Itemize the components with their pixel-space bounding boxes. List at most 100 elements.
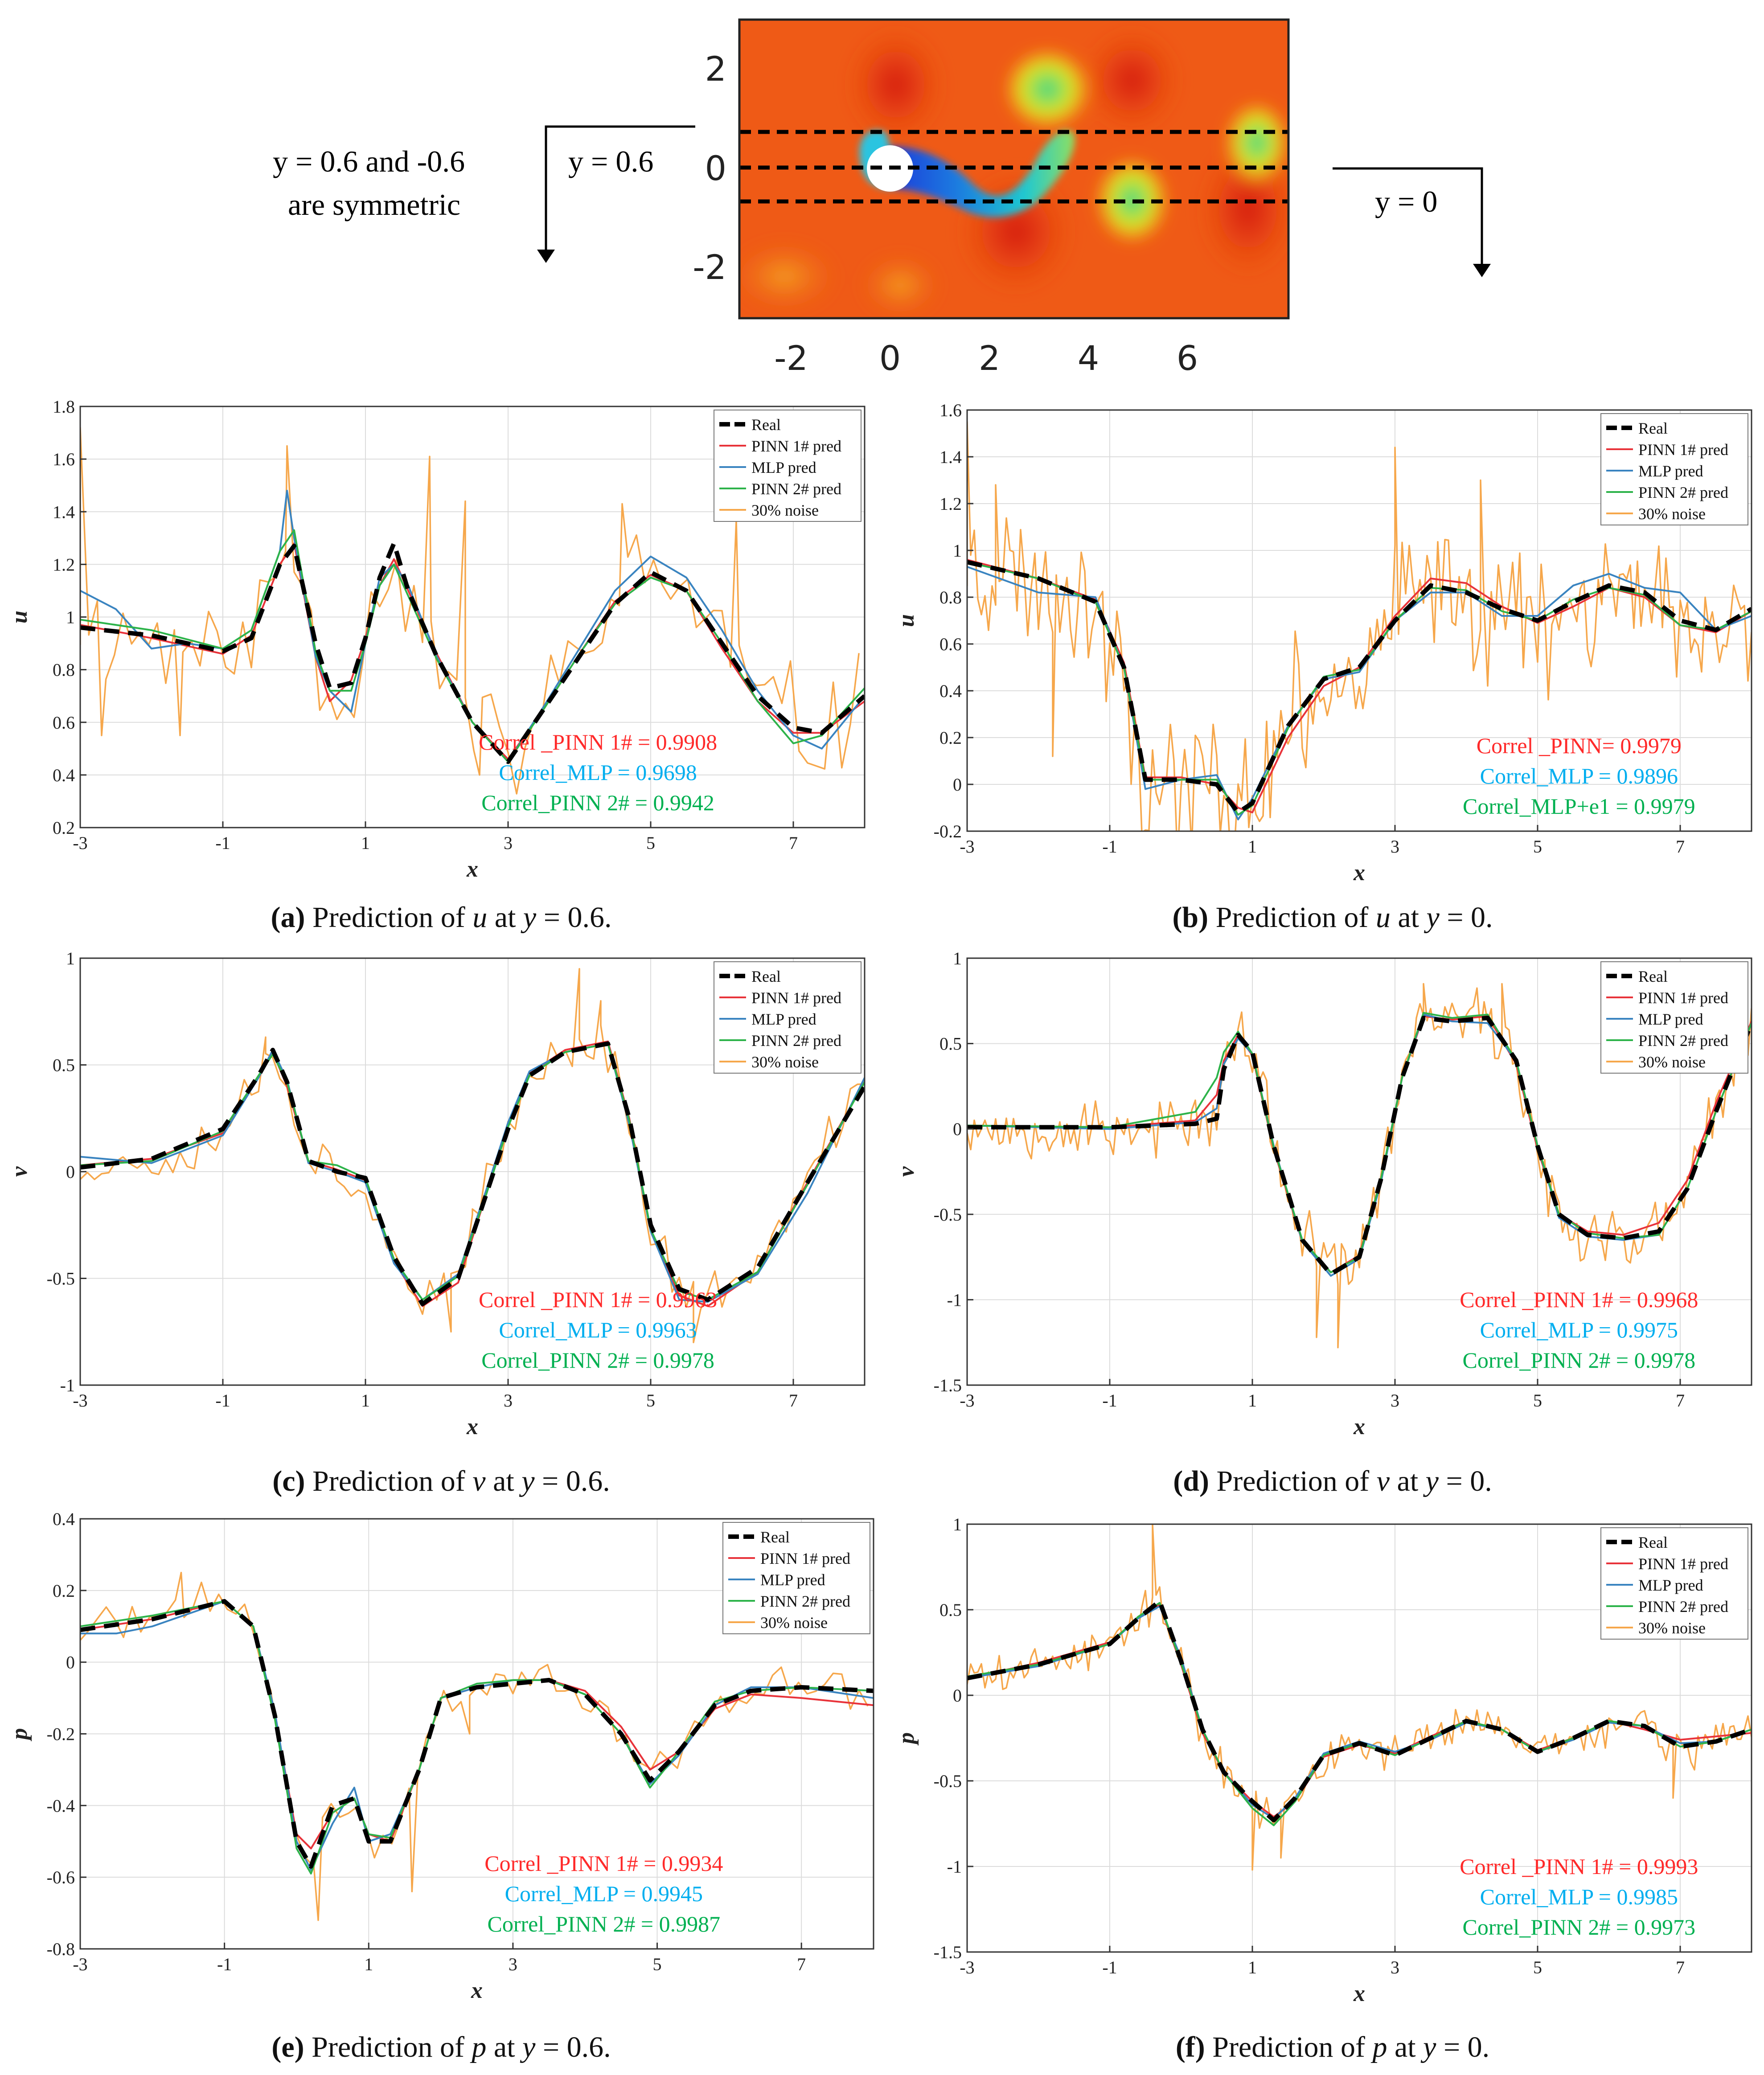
right-arrow-label: y = 0 (1375, 185, 1437, 218)
legend-label: PINN 1# pred (1638, 441, 1728, 459)
field-frame (738, 18, 1290, 320)
x-tick-label: -1 (215, 1390, 230, 1411)
x-tick-label: -1 (1102, 1957, 1117, 1977)
panel-caption: (e) Prediction of p at y = 0.6. (271, 2031, 611, 2063)
y-tick-label: -1.5 (934, 1375, 962, 1395)
symmetry-note-line2: are symmetric (288, 188, 460, 221)
y-tick-label: -0.2 (934, 821, 962, 841)
real-series-line (967, 1599, 1752, 1823)
correlation-annotation: Correl_PINN 2# = 0.9942 (481, 790, 714, 815)
y-tick-label: 0.8 (939, 587, 962, 607)
field-y-ticks: 2 0 -2 (693, 49, 726, 287)
y-tick-label: 0.4 (53, 1509, 75, 1529)
y-tick-label: 0 (66, 1162, 75, 1182)
y-tick-label: 1.4 (939, 447, 962, 467)
legend-label: 30% noise (751, 501, 819, 519)
y-axis-label: u (894, 614, 919, 627)
correlation-annotation: Correl_MLP = 0.9985 (1480, 1884, 1678, 1909)
x-axis-label: x (1353, 1414, 1365, 1439)
x-tick-label: 5 (646, 1390, 655, 1411)
x-tick-label: -3 (960, 1957, 974, 1977)
noise-series-line (967, 421, 1752, 831)
y-tick-label: -0.5 (934, 1771, 962, 1791)
correlation-annotation: Correl _PINN 1# = 0.9908 (479, 730, 717, 755)
legend-label: 30% noise (760, 1614, 828, 1632)
y-tick-label: -0.5 (934, 1205, 962, 1225)
panel-caption: (d) Prediction of v at y = 0. (1173, 1465, 1492, 1497)
real-series-line (967, 560, 1752, 815)
x-axis-label: x (466, 1414, 478, 1439)
legend-label: PINN 2# pred (760, 1592, 850, 1610)
x-tick-label: -3 (73, 1390, 87, 1411)
panel-caption: (f) Prediction of p at y = 0. (1176, 2031, 1489, 2063)
field-x-tick: 0 (879, 338, 901, 378)
legend: Real PINN 1# pred MLP pred PINN 2# pred 30% … (714, 961, 861, 1074)
x-tick-label: 3 (509, 1954, 517, 1974)
y-axis-label: p (894, 1732, 919, 1746)
x-axis-label: x (471, 1978, 483, 2003)
y-tick-label: 1.4 (53, 502, 75, 522)
chart-panels: -3 -1 1 3 5 70.20.40.60.811.21.41.61.8xuRealP… (7, 397, 1752, 2006)
x-tick-label: 1 (361, 833, 370, 853)
correlation-annotation: Correl_PINN 2# = 0.9973 (1462, 1915, 1695, 1940)
y-tick-label: 0 (953, 1685, 962, 1706)
correlation-annotation: Correl _PINN 1# = 0.9968 (1460, 1287, 1698, 1312)
legend: Real PINN 1# pred MLP pred PINN 2# pred 30% … (1600, 413, 1748, 525)
velocity-field-image (739, 20, 1288, 318)
plot-series (80, 1571, 874, 1921)
field-x-ticks: -2 0 2 4 6 (774, 338, 1198, 378)
real-series-line (80, 541, 865, 764)
chart-panel-f: -3 -1 1 3 5 7 -1.5 -1 -0.5 0 0.5 1 x p Real PINN 1# pre… (894, 1514, 1752, 2006)
y-tick-label: 0.6 (53, 713, 75, 733)
x-tick-label: 3 (504, 833, 513, 853)
y-tick-label: 1 (66, 607, 75, 627)
legend-box (714, 961, 861, 1074)
x-axis-label: x (466, 857, 478, 882)
y-tick-label: -0.4 (47, 1796, 75, 1816)
correlation-annotation: Correl_MLP = 0.9896 (1480, 763, 1678, 788)
x-tick-label: -1 (1102, 837, 1117, 857)
noise-series-line (967, 983, 1752, 1349)
panel-caption: (a) Prediction of u at y = 0.6. (271, 901, 612, 934)
axes-frame (966, 409, 1752, 832)
x-tick-label: -1 (215, 833, 230, 853)
x-tick-label: -3 (73, 1954, 87, 1974)
plot-series (967, 983, 1752, 1349)
x-axis-label: x (1353, 860, 1365, 886)
x-tick-label: 5 (1533, 837, 1542, 857)
legend-label: Real (1638, 419, 1668, 437)
correlation-annotation: Correl_MLP+e1 = 0.9979 (1463, 794, 1695, 819)
right-arrow-head (1473, 264, 1491, 277)
x-tick-label: 5 (646, 833, 655, 853)
legend-label: Real (751, 416, 781, 434)
x-axis-label: x (1353, 1981, 1365, 2006)
y-tick-label: 0.2 (939, 728, 962, 748)
x-tick-label: 1 (1248, 1957, 1257, 1977)
y-tick-label: -0.5 (47, 1269, 75, 1289)
pinn2-series-line (967, 1012, 1752, 1274)
x-tick-label: -1 (1102, 1390, 1117, 1411)
x-tick-label: 7 (789, 1390, 798, 1411)
legend-label: PINN 1# pred (760, 1550, 850, 1567)
legend-label: 30% noise (751, 1053, 819, 1071)
y-tick-label: -1.5 (934, 1942, 962, 1962)
x-tick-label: 3 (504, 1390, 513, 1411)
axes-frame (966, 957, 1752, 1386)
right-bracket-arrow (1333, 167, 1483, 272)
legend-label: PINN 2# pred (1638, 1598, 1728, 1616)
legend-label: MLP pred (1638, 1576, 1703, 1594)
y-tick-label: 1 (953, 541, 962, 561)
legend-label: Real (751, 968, 781, 985)
legend-label: PINN 2# pred (751, 1032, 841, 1050)
y-tick-label: -0.8 (47, 1939, 75, 1959)
y-tick-label: 0.5 (53, 1055, 75, 1075)
legend-label: MLP pred (760, 1571, 825, 1589)
y-tick-label: 0.5 (939, 1600, 962, 1620)
panel-caption: (c) Prediction of v at y = 0.6. (272, 1465, 610, 1497)
y-tick-label: 0 (66, 1653, 75, 1673)
x-tick-label: 7 (1676, 1957, 1685, 1977)
legend-label: MLP pred (1638, 1010, 1703, 1028)
real-series-line (80, 1041, 865, 1306)
y-tick-label: 0.4 (53, 765, 75, 785)
